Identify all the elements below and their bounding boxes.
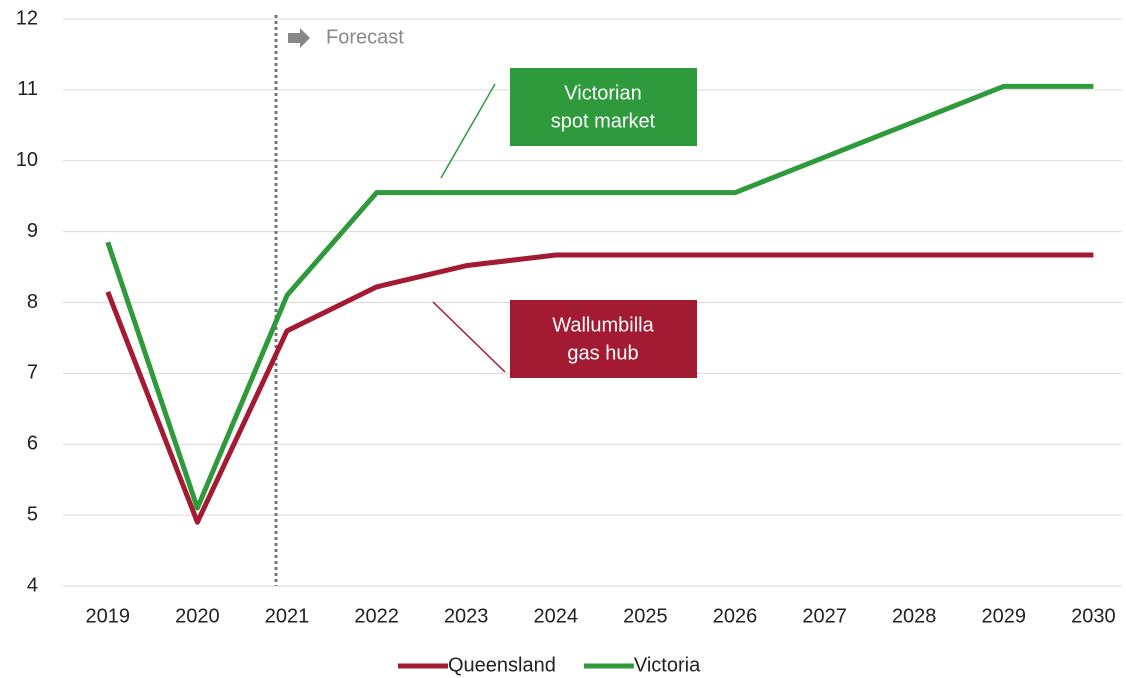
x-tick-label: 2021	[265, 605, 310, 627]
annotation-text: Victorian	[564, 82, 641, 104]
series-line	[105, 252, 1094, 525]
x-tick-label: 2029	[982, 605, 1027, 627]
x-tick-label: 2030	[1071, 605, 1116, 627]
annotation-box	[510, 300, 697, 378]
x-tick-label: 2019	[86, 605, 131, 627]
annotation-text: Wallumbilla	[552, 314, 654, 336]
y-tick-label: 6	[27, 433, 38, 455]
legend-label: Victoria	[634, 654, 701, 676]
annotation-leader	[432, 301, 506, 373]
x-tick-label: 2027	[802, 605, 847, 627]
series-line	[105, 83, 1094, 511]
x-tick-label: 2024	[534, 605, 579, 627]
forecast-label: Forecast	[326, 26, 404, 48]
annotation-text: gas hub	[567, 342, 638, 364]
y-tick-label: 5	[27, 503, 38, 525]
x-tick-label: 2026	[713, 605, 758, 627]
x-tick-label: 2025	[623, 605, 668, 627]
y-tick-label: 10	[16, 149, 38, 171]
y-tick-label: 12	[16, 7, 38, 29]
y-tick-label: 8	[27, 291, 38, 313]
annotation-text: spot market	[551, 110, 656, 132]
x-tick-label: 2022	[354, 605, 399, 627]
y-tick-label: 9	[27, 220, 38, 242]
forecast-arrow	[288, 28, 310, 48]
y-tick-label: 7	[27, 362, 38, 384]
x-tick-label: 2023	[444, 605, 489, 627]
annotation-box	[510, 68, 697, 146]
legend-label: Queensland	[448, 654, 556, 676]
x-tick-label: 2028	[892, 605, 937, 627]
y-tick-label: 4	[27, 574, 38, 596]
y-tick-label: 11	[17, 78, 38, 100]
x-tick-label: 2020	[175, 605, 220, 627]
annotation-leader	[440, 83, 496, 179]
